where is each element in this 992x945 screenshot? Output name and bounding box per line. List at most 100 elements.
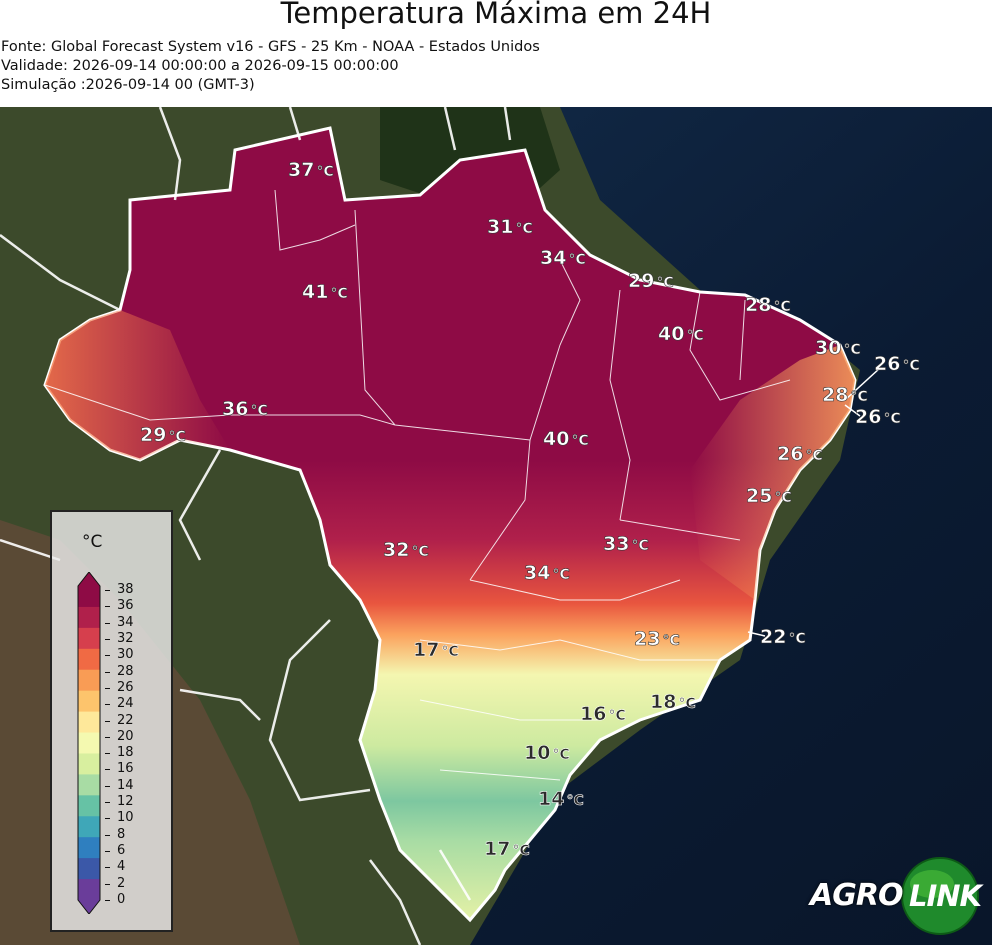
legend-tick-mark <box>105 622 110 624</box>
temperature-label: 14 °C <box>538 788 584 810</box>
temperature-value: 25 <box>746 485 772 507</box>
temperature-unit: °C <box>441 644 458 660</box>
temperature-unit: °C <box>773 299 790 315</box>
temperature-label: 23 °C <box>634 628 680 650</box>
temperature-unit: °C <box>608 708 625 724</box>
temperature-value: 29 <box>628 270 654 292</box>
temperature-label: 34 °C <box>540 247 586 269</box>
temperature-value: 30 <box>815 337 841 359</box>
logo-text-link: LINK <box>909 879 982 913</box>
temperature-value: 17 <box>413 639 439 661</box>
temperature-label: 32 °C <box>383 539 429 561</box>
temperature-value: 41 <box>302 281 328 303</box>
temperature-unit: °C <box>788 631 805 647</box>
legend-tick-mark <box>105 638 110 640</box>
legend-frame <box>77 572 101 914</box>
legend-color-segment <box>78 732 100 754</box>
temperature-value: 29 <box>140 424 166 446</box>
temperature-unit: °C <box>512 843 529 859</box>
temperature-value: 16 <box>580 703 606 725</box>
temperature-label: 17 °C <box>413 639 459 661</box>
temperature-value: 26 <box>874 353 900 375</box>
legend-tick-mark <box>105 818 110 820</box>
temperature-label: 10 °C <box>524 742 570 764</box>
legend-color-segment <box>78 606 100 629</box>
legend-top-cap <box>78 572 100 586</box>
temperature-label: 33 °C <box>603 533 649 555</box>
legend-tick-mark <box>105 834 110 836</box>
legend-tick-label: 24 <box>117 696 134 712</box>
temperature-label: 22 °C <box>760 626 806 648</box>
temperature-label: 29 °C <box>140 424 186 446</box>
temperature-value: 37 <box>288 159 314 181</box>
agrolink-logo: AGRO LINK <box>808 856 982 936</box>
temperature-label: 36 °C <box>222 398 268 420</box>
legend-color-segment <box>78 669 100 692</box>
temperature-unit: °C <box>774 490 791 506</box>
temperature-value: 36 <box>222 398 248 420</box>
legend-color-segment <box>78 774 100 796</box>
temperature-label: 25 °C <box>746 485 792 507</box>
temperature-label: 40 °C <box>543 428 589 450</box>
legend-tick-label: 14 <box>117 777 134 793</box>
temperature-value: 28 <box>745 294 771 316</box>
temperature-label: 26 °C <box>777 443 823 465</box>
west-warm-fringe <box>45 310 230 460</box>
temperature-unit: °C <box>631 538 648 554</box>
legend-tick-label: 12 <box>117 794 134 810</box>
temperature-unit: °C <box>843 342 860 358</box>
temperature-unit: °C <box>552 747 569 763</box>
source-line: Fonte: Global Forecast System v16 - GFS … <box>1 39 540 55</box>
temperature-label: 26 °C <box>855 406 901 428</box>
legend-tick-mark <box>105 590 110 591</box>
temperature-value: 26 <box>855 406 881 428</box>
legend-tick-label: 0 <box>117 892 126 907</box>
temperature-value: 23 <box>634 628 660 650</box>
temperature-unit: °C <box>250 403 267 419</box>
legend-tick-label: 28 <box>117 663 134 679</box>
temperature-label: 29 °C <box>628 270 674 292</box>
logo-text-agro: AGRO <box>810 878 903 913</box>
legend-tick-label: 2 <box>117 875 126 891</box>
logo-globe <box>901 857 979 935</box>
temperature-value: 17 <box>484 838 510 860</box>
temperature-unit: °C <box>515 221 532 237</box>
legend-tick-mark <box>105 671 110 673</box>
legend-tick-mark <box>105 753 110 755</box>
legend-tick-label: 38 <box>117 582 134 597</box>
temperature-value: 31 <box>487 216 513 238</box>
legend-tick-mark <box>105 883 110 885</box>
temperature-label: 37 °C <box>288 159 334 181</box>
legend-tick-mark <box>105 900 110 901</box>
temperature-value: 26 <box>777 443 803 465</box>
temperature-unit: °C <box>552 567 569 583</box>
temperature-unit: °C <box>568 252 585 268</box>
legend-tick-mark <box>105 851 110 853</box>
legend-tick-mark <box>105 785 110 787</box>
validity-line: Validade: 2026-09-14 00:00:00 a 2026-09-… <box>1 58 399 74</box>
temperature-unit: °C <box>850 389 867 405</box>
temperature-value: 18 <box>650 691 676 713</box>
legend-tick-label: 10 <box>117 810 134 826</box>
temperature-label: 40 °C <box>658 323 704 345</box>
legend-tick-mark <box>105 769 110 771</box>
temperature-value: 34 <box>540 247 566 269</box>
legend-tick-label: 36 <box>117 598 134 614</box>
legend-tick-label: 20 <box>117 728 134 744</box>
legend-color-segment <box>78 816 100 838</box>
temperature-label: 28 °C <box>745 294 791 316</box>
temperature-label: 31 °C <box>487 216 533 238</box>
temperature-value: 40 <box>543 428 569 450</box>
legend-tick-label: 22 <box>117 712 134 728</box>
temperature-label: 16 °C <box>580 703 626 725</box>
map-title: Temperatura Máxima em 24H <box>280 0 712 30</box>
legend-color-segment <box>78 837 100 859</box>
temperature-value: 33 <box>603 533 629 555</box>
temperature-value: 10 <box>524 742 550 764</box>
temperature-value: 40 <box>658 323 684 345</box>
legend-tick-mark <box>105 802 110 804</box>
temperature-value: 32 <box>383 539 409 561</box>
legend-unit: °C <box>82 532 103 552</box>
legend-tick-mark <box>105 687 110 689</box>
legend-color-segment <box>78 753 100 775</box>
